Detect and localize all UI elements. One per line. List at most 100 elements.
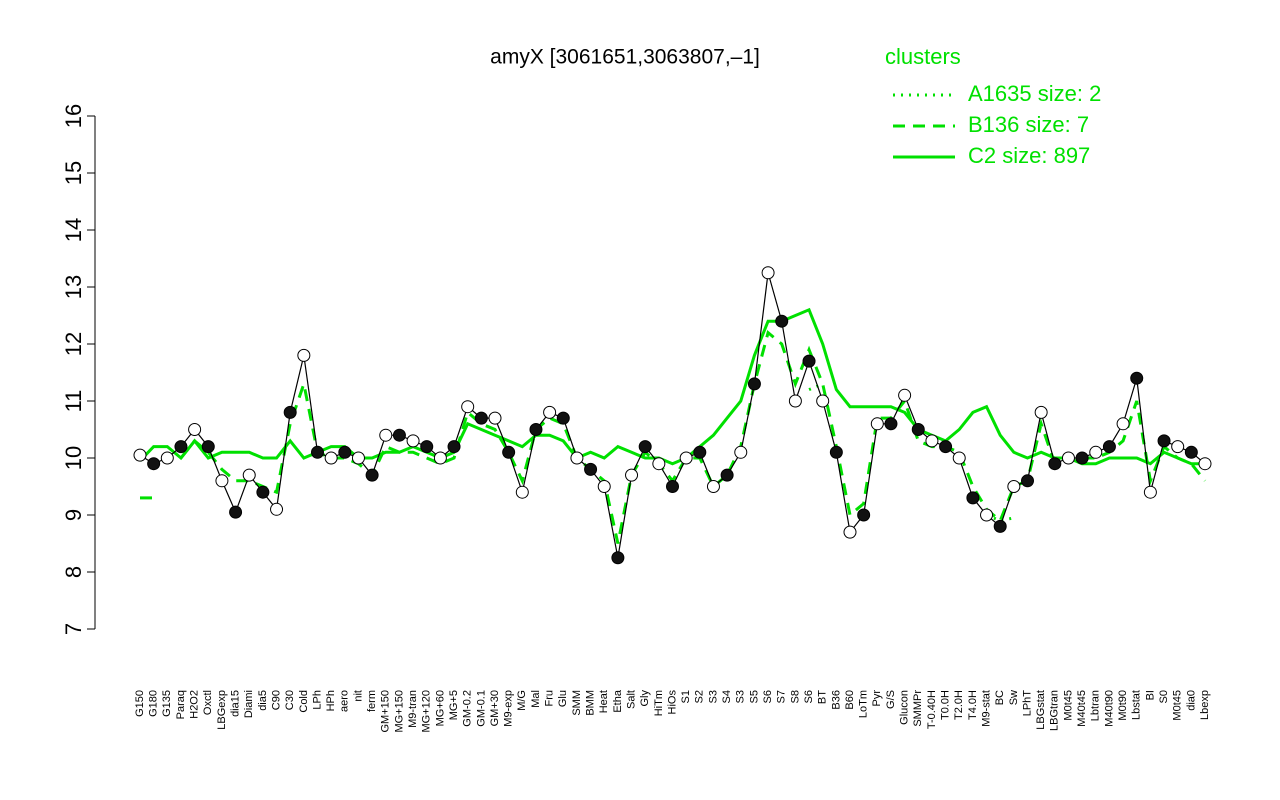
expression-point bbox=[379, 428, 393, 442]
expression-point bbox=[870, 417, 884, 431]
y-tick-label: 8 bbox=[61, 566, 86, 578]
expression-point bbox=[543, 405, 557, 419]
x-tick-label: M40t90 bbox=[1103, 690, 1115, 727]
x-tick-label: S4 bbox=[721, 690, 733, 703]
expression-point bbox=[693, 445, 707, 459]
x-tick-label: S3 bbox=[735, 690, 747, 703]
cluster-line bbox=[138, 307, 1205, 466]
x-tick-label: Diami bbox=[243, 690, 255, 718]
x-tick-label: M9-stat bbox=[980, 690, 992, 727]
expression-point bbox=[1116, 417, 1130, 431]
expression-point bbox=[474, 411, 488, 425]
y-tick-label: 15 bbox=[61, 161, 86, 185]
expression-point bbox=[297, 348, 311, 362]
expression-point bbox=[816, 394, 830, 408]
expression-point bbox=[488, 411, 502, 425]
x-tick-label: S0 bbox=[1158, 690, 1170, 703]
expression-point bbox=[147, 457, 161, 471]
legend-title: clusters bbox=[885, 44, 961, 69]
expression-point bbox=[270, 502, 284, 516]
expression-point bbox=[201, 440, 215, 454]
x-tick-label: SMMPr bbox=[912, 690, 924, 727]
x-tick-label: GM-0.1 bbox=[475, 690, 487, 727]
expression-point bbox=[679, 451, 693, 465]
expression-point bbox=[160, 451, 174, 465]
x-tick-label: HiOs bbox=[666, 690, 678, 715]
expression-point bbox=[256, 485, 270, 499]
x-tick-label: dia15 bbox=[229, 690, 241, 717]
expression-point bbox=[611, 551, 625, 565]
x-tick-label: Lbstat bbox=[1131, 690, 1143, 720]
x-tick-label: M0t90 bbox=[1117, 690, 1129, 721]
x-tick-label: Salt bbox=[625, 690, 637, 709]
x-tick-label: LBGstat bbox=[1035, 690, 1047, 730]
x-tick-label: G180 bbox=[148, 690, 160, 717]
x-tick-label: nit bbox=[352, 690, 364, 702]
expression-point bbox=[966, 491, 980, 505]
expression-point bbox=[638, 440, 652, 454]
x-tick-label: B60 bbox=[844, 690, 856, 710]
x-tick-label: LBGtran bbox=[1049, 690, 1061, 731]
expression-point bbox=[775, 314, 789, 328]
expression-point bbox=[1184, 445, 1198, 459]
x-tick-label: Paraq bbox=[175, 690, 187, 719]
x-tick-label: GM+30 bbox=[489, 690, 501, 726]
expression-point bbox=[802, 354, 816, 368]
expression-point bbox=[365, 468, 379, 482]
x-tick-label: M0t45 bbox=[1062, 690, 1074, 721]
x-tick-label: MG+5 bbox=[448, 690, 460, 720]
expression-point bbox=[215, 474, 229, 488]
x-tick-label: S3 bbox=[707, 690, 719, 703]
x-tick-label: M40t45 bbox=[1076, 690, 1088, 727]
x-tick-label: LoTm bbox=[858, 690, 870, 718]
x-tick-label: T2.0H bbox=[953, 690, 965, 720]
x-tick-label: LBGexp bbox=[216, 690, 228, 730]
expression-point bbox=[242, 468, 256, 482]
x-tick-label: HiTm bbox=[653, 690, 665, 716]
expression-point bbox=[1061, 451, 1075, 465]
expression-point bbox=[993, 519, 1007, 533]
expression-point bbox=[747, 377, 761, 391]
y-tick-label: 16 bbox=[61, 104, 86, 128]
x-tick-label: S6 bbox=[803, 690, 815, 703]
expression-point bbox=[788, 394, 802, 408]
expression-point bbox=[188, 423, 202, 436]
expression-point bbox=[625, 468, 639, 482]
x-tick-label: Etha bbox=[612, 689, 624, 713]
expression-point bbox=[952, 451, 966, 465]
x-tick-label: MG+60 bbox=[434, 690, 446, 726]
expression-point bbox=[720, 468, 734, 482]
x-tick-label: GM-0.2 bbox=[462, 690, 474, 727]
expression-point bbox=[406, 434, 420, 448]
expression-point bbox=[529, 423, 543, 436]
expression-point bbox=[1075, 451, 1089, 465]
expression-point bbox=[351, 451, 365, 465]
y-tick-label: 9 bbox=[61, 509, 86, 521]
expression-point bbox=[666, 480, 679, 493]
x-tick-label: Lbexp bbox=[1199, 690, 1211, 720]
y-tick-label: 13 bbox=[61, 275, 86, 299]
x-tick-label: Oxctl bbox=[202, 690, 214, 715]
x-tick-label: BC bbox=[994, 690, 1006, 705]
x-tick-label: MG+120 bbox=[421, 690, 433, 733]
x-tick-label: H2O2 bbox=[189, 690, 201, 719]
expression-point bbox=[980, 508, 994, 522]
expression-point bbox=[570, 451, 584, 465]
legend-label: A1635 size: 2 bbox=[968, 81, 1101, 106]
expression-point bbox=[857, 508, 871, 522]
expression-point bbox=[1089, 445, 1103, 459]
expression-point bbox=[1007, 480, 1021, 493]
expression-point bbox=[652, 457, 666, 471]
x-tick-label: T-0.40H bbox=[926, 690, 938, 729]
x-tick-label: aero bbox=[339, 690, 351, 712]
x-tick-label: M0t45 bbox=[1172, 690, 1184, 721]
expression-point bbox=[911, 423, 925, 436]
legend-label: B136 size: 7 bbox=[968, 112, 1089, 137]
expression-point bbox=[556, 411, 570, 425]
expression-point bbox=[1130, 371, 1144, 385]
expression-point bbox=[1021, 474, 1034, 488]
x-tick-label: Glu bbox=[557, 690, 569, 707]
x-tick-label: S8 bbox=[789, 690, 801, 703]
x-tick-label: BT bbox=[817, 690, 829, 704]
x-tick-label: ferm bbox=[366, 690, 378, 712]
